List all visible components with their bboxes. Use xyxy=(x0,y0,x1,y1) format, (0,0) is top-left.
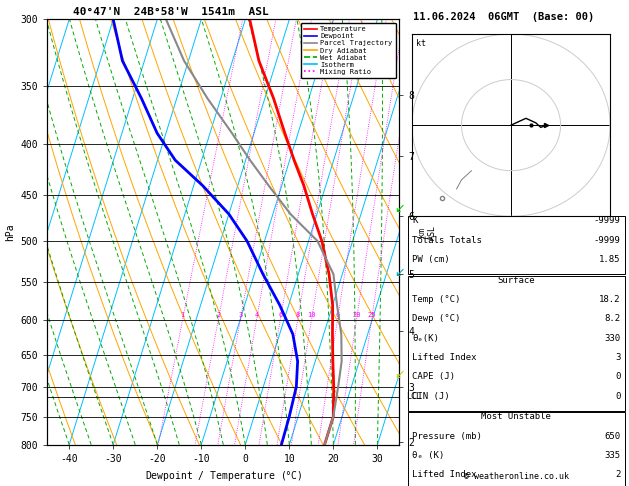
Text: 3: 3 xyxy=(615,353,620,362)
Text: 6: 6 xyxy=(335,312,340,318)
Text: ↙: ↙ xyxy=(394,203,404,215)
Text: Pressure (mb): Pressure (mb) xyxy=(412,432,482,441)
Title: 40°47'N  24B°58'W  1541m  ASL: 40°47'N 24B°58'W 1541m ASL xyxy=(72,7,269,17)
Y-axis label: hPa: hPa xyxy=(5,223,15,241)
Text: 3: 3 xyxy=(238,312,242,318)
Text: © weatheronline.co.uk: © weatheronline.co.uk xyxy=(464,472,569,481)
Text: LCL: LCL xyxy=(406,392,421,401)
Text: 0: 0 xyxy=(615,372,620,382)
Text: Lifted Index: Lifted Index xyxy=(412,470,476,479)
Text: kt: kt xyxy=(416,39,426,49)
Text: 8: 8 xyxy=(296,312,300,318)
Legend: Temperature, Dewpoint, Parcel Trajectory, Dry Adiabat, Wet Adiabat, Isotherm, Mi: Temperature, Dewpoint, Parcel Trajectory… xyxy=(301,23,396,78)
Text: 2: 2 xyxy=(216,312,220,318)
Text: θₑ(K): θₑ(K) xyxy=(412,333,439,343)
Text: 2: 2 xyxy=(615,470,620,479)
Text: 18.2: 18.2 xyxy=(599,295,620,304)
Text: Surface: Surface xyxy=(498,276,535,285)
Text: 10: 10 xyxy=(307,312,316,318)
Text: 650: 650 xyxy=(604,432,620,441)
Text: PW (cm): PW (cm) xyxy=(412,255,450,264)
Text: Totals Totals: Totals Totals xyxy=(412,236,482,244)
X-axis label: Dewpoint / Temperature ($\degree$C): Dewpoint / Temperature ($\degree$C) xyxy=(145,469,302,483)
Text: θₑ (K): θₑ (K) xyxy=(412,451,444,460)
Text: 4: 4 xyxy=(254,312,259,318)
Text: 20: 20 xyxy=(352,312,360,318)
Text: 25: 25 xyxy=(367,312,376,318)
Text: 335: 335 xyxy=(604,451,620,460)
Y-axis label: km
ASL: km ASL xyxy=(417,225,437,240)
Text: ↙: ↙ xyxy=(394,266,404,278)
Text: 0: 0 xyxy=(615,392,620,400)
Text: ↙: ↙ xyxy=(394,368,404,381)
Text: Most Unstable: Most Unstable xyxy=(481,412,551,421)
Text: 330: 330 xyxy=(604,333,620,343)
Text: 8.2: 8.2 xyxy=(604,314,620,323)
Text: CIN (J): CIN (J) xyxy=(412,392,450,400)
Text: 11.06.2024  06GMT  (Base: 00): 11.06.2024 06GMT (Base: 00) xyxy=(413,12,594,22)
Text: -9999: -9999 xyxy=(593,216,620,226)
Text: 1.85: 1.85 xyxy=(599,255,620,264)
Text: 6: 6 xyxy=(278,312,282,318)
Text: -9999: -9999 xyxy=(593,236,620,244)
Text: K: K xyxy=(412,216,417,226)
Text: Lifted Index: Lifted Index xyxy=(412,353,476,362)
Text: Dewp (°C): Dewp (°C) xyxy=(412,314,460,323)
Text: CAPE (J): CAPE (J) xyxy=(412,372,455,382)
Text: 1: 1 xyxy=(181,312,185,318)
Text: Temp (°C): Temp (°C) xyxy=(412,295,460,304)
